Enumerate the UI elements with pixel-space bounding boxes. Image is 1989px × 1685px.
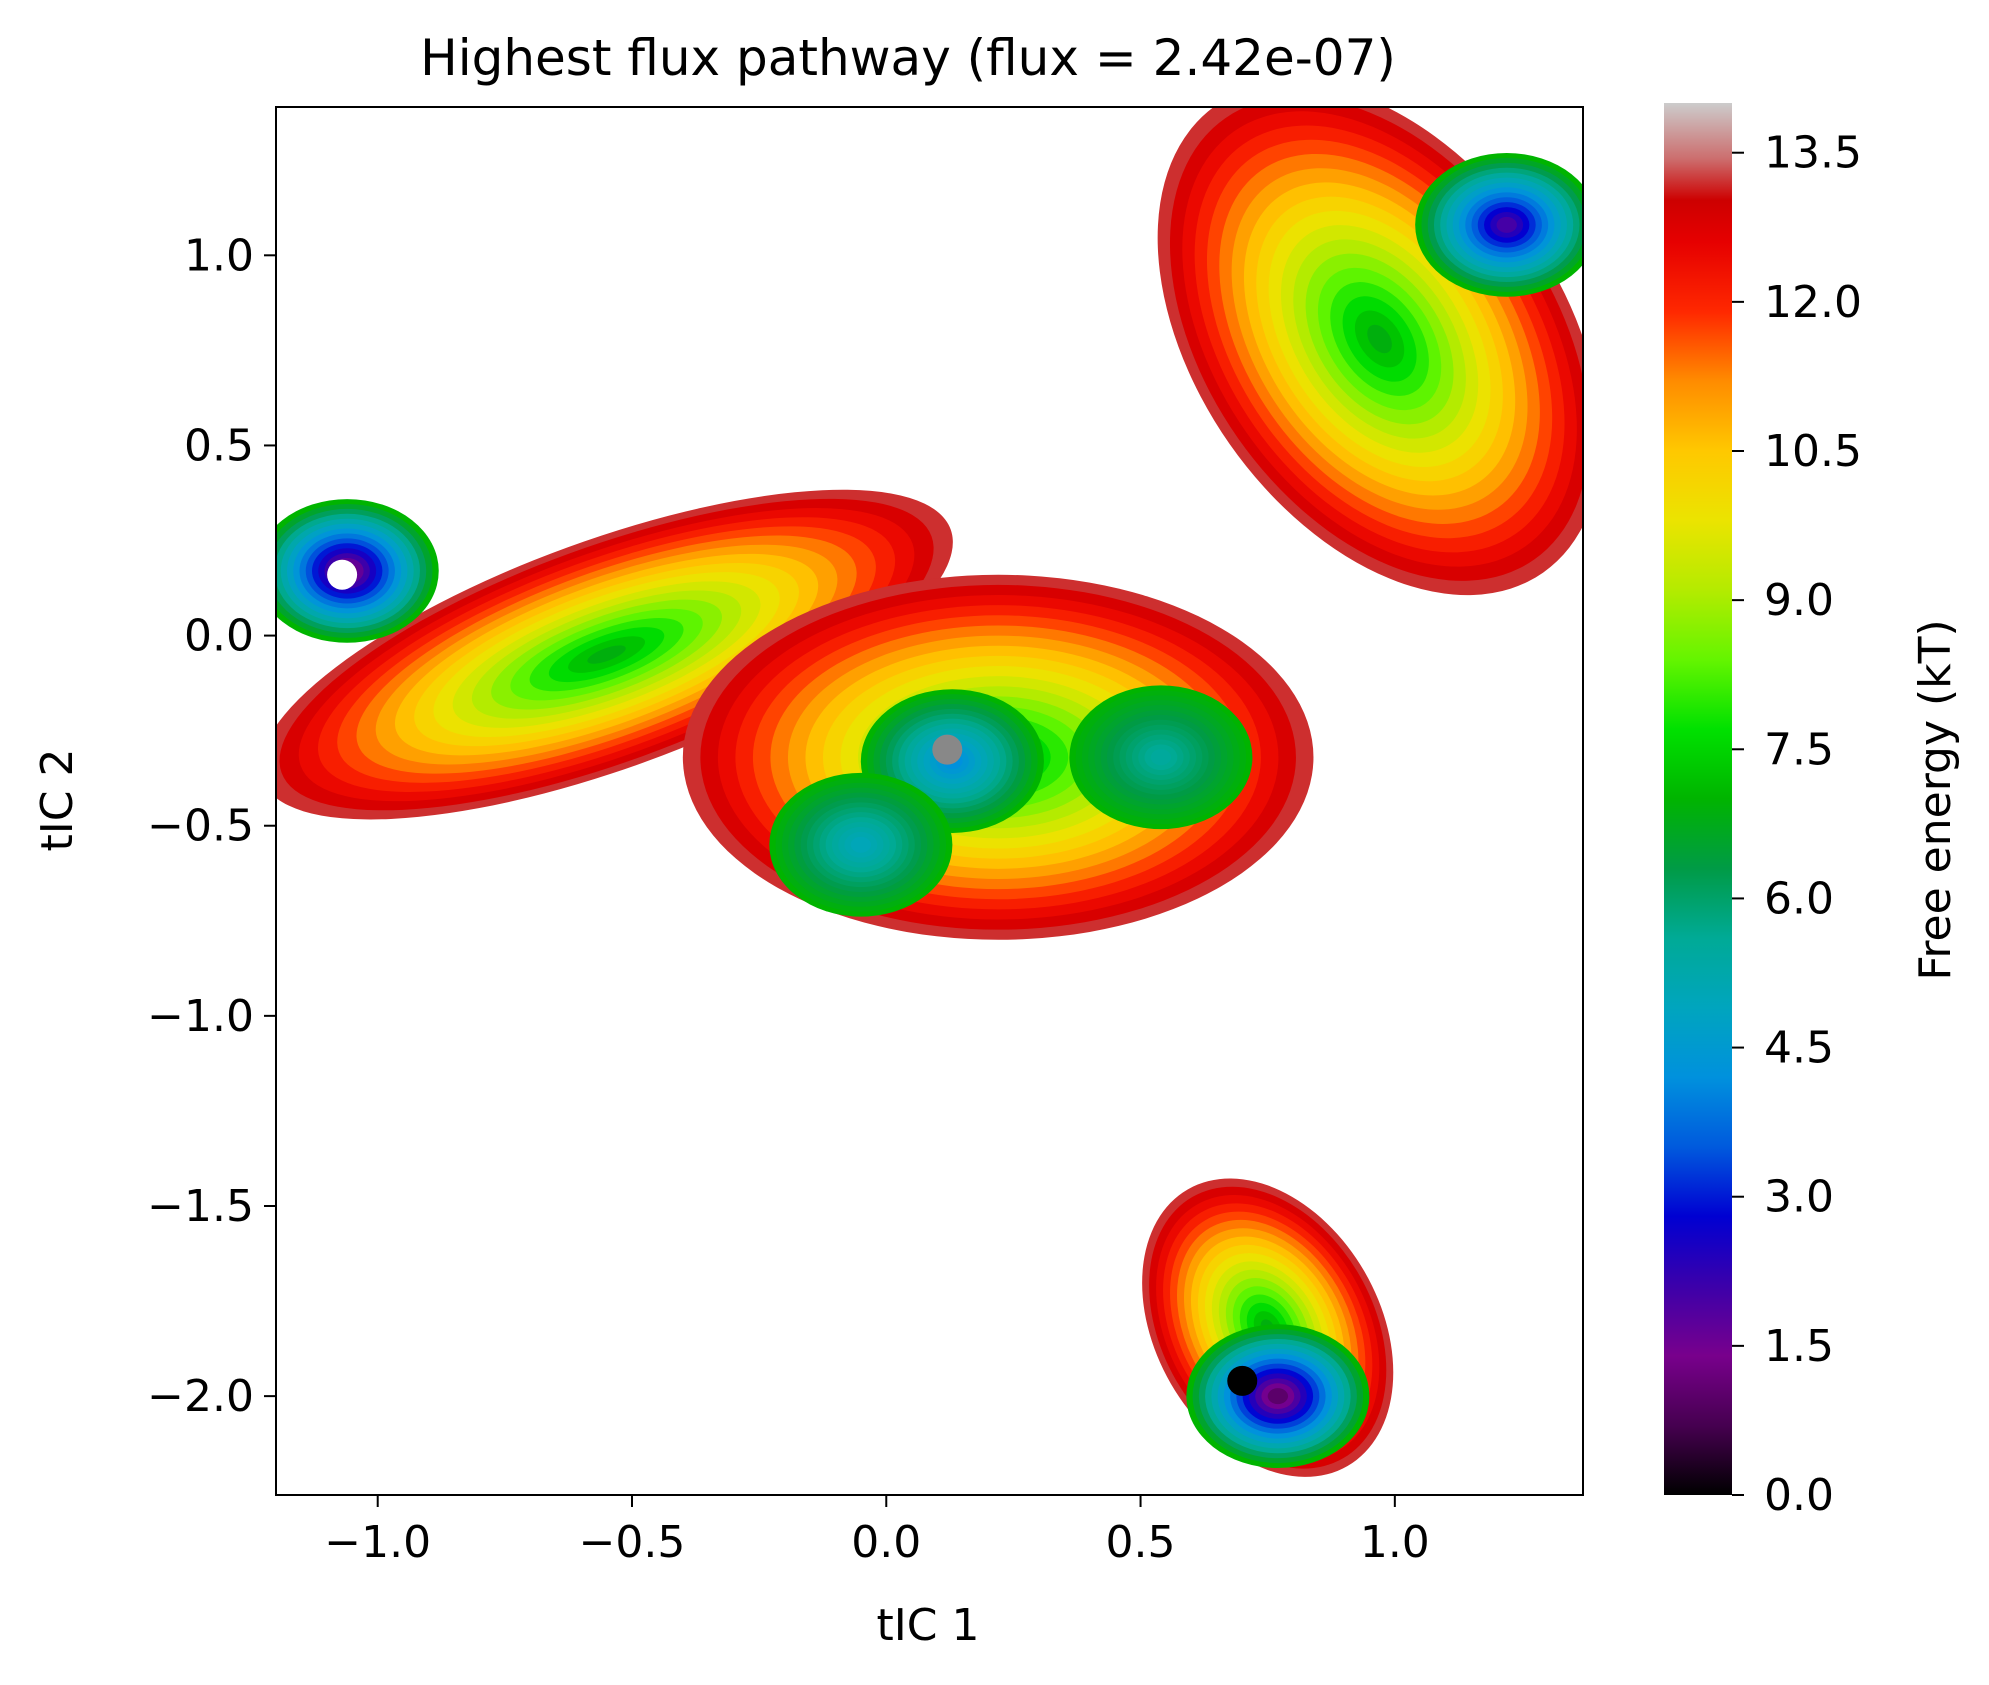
energy-region [1157, 107, 1583, 596]
energy-contour [1367, 324, 1392, 354]
colorbar-tick-label: 7.5 [1764, 724, 1834, 775]
plot-area [276, 107, 1583, 1477]
pathway-point-2 [932, 734, 963, 765]
y-tick-label: −1.5 [147, 1181, 254, 1232]
colorbar-tick-label: 9.0 [1764, 575, 1834, 626]
y-tick-label: 0.5 [184, 420, 254, 471]
plot-frame [275, 106, 1584, 1496]
y-tick-label: −0.5 [147, 801, 254, 852]
y-tick-label: 1.0 [184, 230, 254, 281]
pathway-point-3 [1227, 1365, 1258, 1396]
y-tick-label: −2.0 [147, 1371, 254, 1422]
y-tick-label: 0.0 [184, 611, 254, 662]
x-axis-label: tIC 1 [877, 1600, 980, 1651]
x-tick-label: −0.5 [579, 1517, 686, 1568]
energy-basin [1186, 1324, 1370, 1469]
x-axis-ticks: −1.0 −0.5 0.0 0.5 1.0 [324, 1495, 1430, 1568]
energy-contour [587, 645, 626, 664]
y-axis-label: tIC 2 [32, 749, 83, 852]
colorbar-tick-label: 13.5 [1764, 128, 1862, 179]
colorbar-tick-label: 12.0 [1764, 277, 1862, 328]
colorbar-tick-label: 6.0 [1764, 873, 1834, 924]
colorbar-ticks: 0.0 1.5 3.0 4.5 6.0 7.5 9.0 10.5 12.0 13.5 [1732, 128, 1862, 1521]
x-tick-label: 0.0 [851, 1517, 921, 1568]
colorbar-tick-label: 4.5 [1764, 1023, 1834, 1074]
energy-basin [1069, 685, 1253, 830]
y-tick-label: −1.0 [147, 991, 254, 1042]
colorbar-gradient [1664, 103, 1732, 1495]
x-tick-label: 0.5 [1106, 1517, 1176, 1568]
basin-contour [1496, 216, 1517, 233]
energy-region [276, 489, 953, 820]
basin-contour [1267, 1388, 1289, 1405]
basin-contour [1150, 749, 1172, 766]
y-axis-ticks: 1.0 0.5 0.0 −0.5 −1.0 −1.5 −2.0 [147, 230, 276, 1422]
x-tick-label: −1.0 [324, 1517, 431, 1568]
energy-basin [1415, 153, 1583, 297]
colorbar-tick-label: 1.5 [1764, 1321, 1834, 1372]
colorbar: 0.0 1.5 3.0 4.5 6.0 7.5 9.0 10.5 12.0 13.5 Free e… [1664, 103, 1961, 1521]
x-tick-label: 1.0 [1360, 1517, 1430, 1568]
colorbar-tick-label: 10.5 [1764, 426, 1862, 477]
colorbar-tick-label: 3.0 [1764, 1172, 1834, 1223]
pathway-point-1 [327, 559, 358, 590]
energy-basin [769, 772, 953, 917]
colorbar-label: Free energy (kT) [1910, 619, 1961, 980]
basin-contour [850, 836, 872, 853]
colorbar-tick-label: 0.0 [1764, 1470, 1834, 1521]
chart-title: Highest flux pathway (flux = 2.42e-07) [420, 29, 1396, 87]
